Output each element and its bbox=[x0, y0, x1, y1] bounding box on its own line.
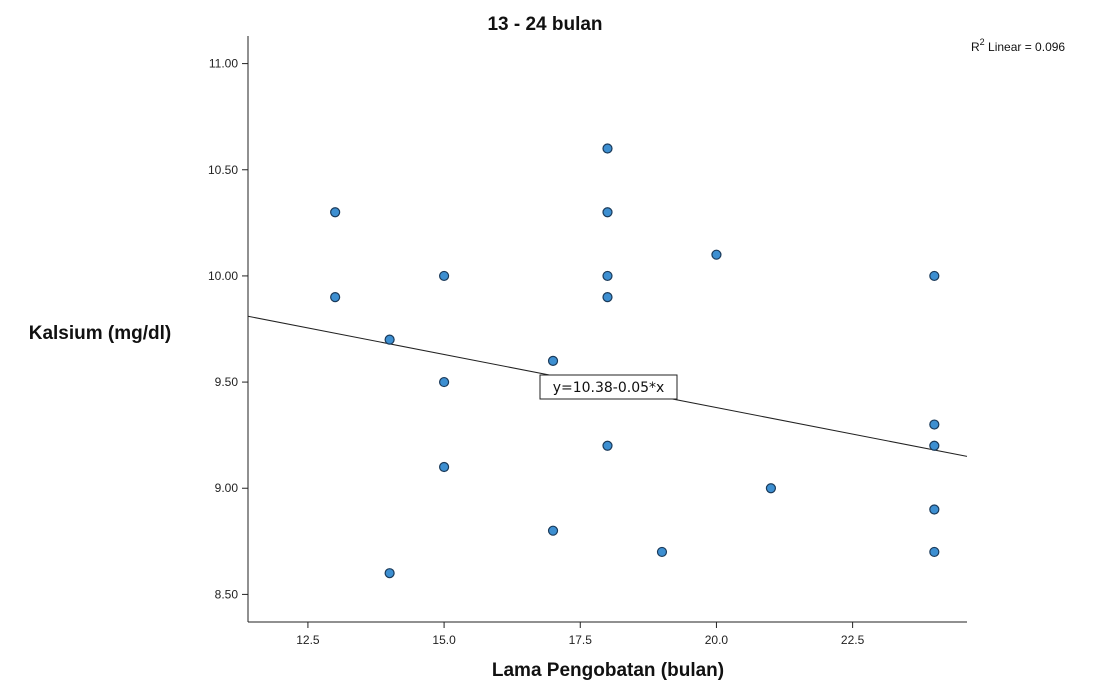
r2-prefix: R bbox=[971, 40, 980, 54]
y-tick-label: 9.00 bbox=[215, 481, 239, 495]
chart-title: 13 - 24 bulan bbox=[487, 14, 602, 35]
x-axis-title: Lama Pengobatan (bulan) bbox=[492, 660, 724, 681]
data-point bbox=[929, 546, 940, 558]
r2-superscript: 2 bbox=[980, 37, 985, 47]
y-tick-label: 10.50 bbox=[208, 163, 238, 177]
data-point bbox=[438, 270, 450, 282]
data-point bbox=[656, 546, 668, 558]
x-tick-label: 15.0 bbox=[432, 633, 456, 647]
equation-box bbox=[539, 374, 678, 400]
data-point bbox=[438, 461, 450, 473]
data-point bbox=[547, 355, 559, 366]
data-point bbox=[384, 334, 395, 345]
data-point bbox=[929, 504, 940, 515]
data-point bbox=[602, 270, 613, 282]
y-axis-ticks: 8.50 9.00 9.50 10.00 10.50 11.00 bbox=[208, 57, 248, 601]
data-point bbox=[711, 249, 722, 260]
data-point bbox=[602, 292, 613, 303]
x-tick-label: 22.5 bbox=[841, 633, 865, 647]
data-point bbox=[602, 440, 613, 451]
y-tick-label: 10.00 bbox=[208, 269, 238, 283]
data-point bbox=[384, 568, 395, 579]
data-point bbox=[330, 292, 341, 303]
x-tick-label: 20.0 bbox=[705, 633, 729, 647]
regression-equation: y=10.38-0.05*x bbox=[553, 380, 665, 396]
data-point bbox=[330, 207, 341, 218]
data-points bbox=[330, 143, 940, 579]
data-point bbox=[438, 376, 450, 388]
x-tick-label: 17.5 bbox=[569, 633, 593, 647]
data-point bbox=[929, 440, 940, 451]
data-point bbox=[602, 143, 613, 154]
x-tick-label: 12.5 bbox=[296, 633, 320, 647]
data-point bbox=[929, 270, 940, 282]
y-tick-label: 8.50 bbox=[215, 587, 239, 601]
data-point bbox=[929, 419, 940, 430]
data-point bbox=[602, 207, 613, 218]
data-point bbox=[765, 483, 777, 494]
x-axis-ticks: 12.5 15.0 17.5 20.0 22.5 bbox=[296, 622, 865, 647]
data-point bbox=[547, 525, 559, 536]
y-tick-label: 11.00 bbox=[209, 57, 238, 71]
y-axis-title: Kalsium (mg/dl) bbox=[29, 323, 172, 344]
r2-value: Linear = 0.096 bbox=[985, 40, 1066, 54]
r2-label: R2 Linear = 0.096 bbox=[971, 37, 1065, 54]
y-tick-label: 9.50 bbox=[215, 375, 239, 389]
